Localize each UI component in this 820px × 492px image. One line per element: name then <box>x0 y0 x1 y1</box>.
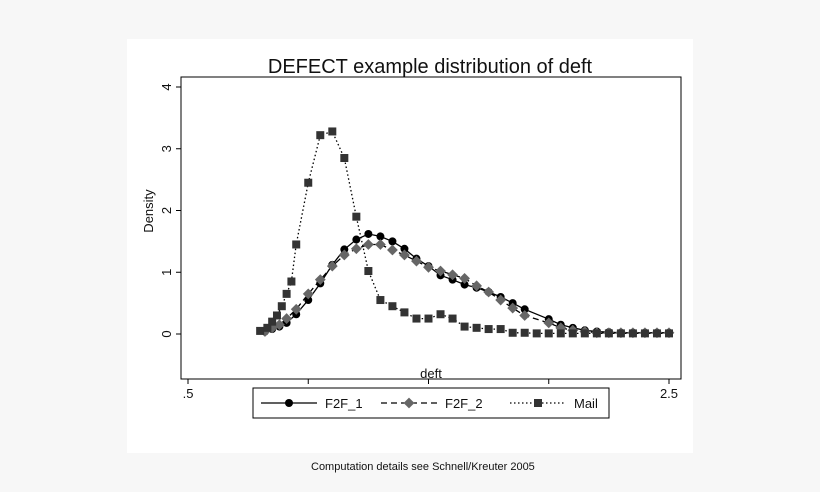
data-point-mail <box>448 314 457 323</box>
data-point-mail <box>340 154 349 163</box>
data-point-f2f-1 <box>364 229 373 238</box>
data-point-f2f-2 <box>411 255 422 267</box>
y-tick-label: 0 <box>159 330 174 337</box>
data-point-mail <box>484 325 493 334</box>
legend: F2F_1 F2F_2 Mail <box>261 396 598 411</box>
data-point-f2f-2 <box>483 286 495 298</box>
data-point-f2f-1 <box>352 235 361 244</box>
legend-marker-f2f-1 <box>285 399 293 407</box>
data-point-mail <box>424 314 433 323</box>
legend-label-mail: Mail <box>574 396 598 411</box>
y-tick-label: 4 <box>159 83 174 90</box>
data-point-mail <box>400 308 409 317</box>
data-point-f2f-1 <box>520 305 529 314</box>
data-point-f2f-1 <box>400 244 409 253</box>
data-point-mail <box>352 212 361 221</box>
legend-label-f2f-1: F2F_1 <box>325 396 363 411</box>
legend-item-f2f-2: F2F_2 <box>381 396 483 411</box>
chart-svg: DEFECT example distribution of deft .511… <box>141 56 682 419</box>
data-point-mail <box>604 329 613 338</box>
data-point-f2f-2 <box>519 310 531 321</box>
x-axis-label: deft <box>420 366 442 381</box>
data-point-mail <box>652 329 661 338</box>
data-point-mail <box>263 323 272 332</box>
legend-item-mail: Mail <box>510 396 598 411</box>
data-point-mail <box>520 328 529 337</box>
data-point-f2f-2 <box>507 302 519 314</box>
series-layer <box>256 127 675 339</box>
data-point-mail <box>532 329 541 338</box>
data-point-f2f-2 <box>290 303 302 315</box>
data-point-mail <box>277 302 286 311</box>
x-tick-label: .5 <box>183 386 194 401</box>
data-point-mail <box>472 323 481 332</box>
data-point-mail <box>628 329 637 338</box>
chart-figure: DEFECT example distribution of deft .511… <box>127 39 693 473</box>
data-point-f2f-2 <box>543 317 555 329</box>
data-point-mail <box>287 277 296 286</box>
data-point-mail <box>436 310 445 319</box>
data-point-f2f-2 <box>350 243 362 255</box>
legend-label-f2f-2: F2F_2 <box>445 396 483 411</box>
data-point-f2f-2 <box>314 274 326 286</box>
legend-marker-mail <box>534 399 542 407</box>
data-point-f2f-2 <box>375 239 386 250</box>
x-tick-label: 2.5 <box>660 386 678 401</box>
y-tick-label: 2 <box>159 207 174 214</box>
data-point-mail <box>272 311 281 320</box>
data-point-mail <box>616 329 625 338</box>
data-point-mail <box>640 329 649 338</box>
data-point-f2f-2 <box>338 249 350 261</box>
data-point-f2f-2 <box>435 265 446 277</box>
data-point-mail <box>376 296 385 305</box>
data-point-mail <box>508 328 517 337</box>
data-point-mail <box>665 329 673 338</box>
data-point-f2f-1 <box>376 232 385 241</box>
data-point-f2f-1 <box>304 296 313 305</box>
data-point-mail <box>460 322 469 331</box>
data-point-mail <box>256 326 265 335</box>
y-axis-label: Density <box>141 189 156 233</box>
legend-marker-f2f-2 <box>403 397 415 409</box>
data-point-f2f-1 <box>460 280 469 289</box>
data-point-f2f-2 <box>281 313 293 324</box>
data-point-mail <box>316 131 325 140</box>
data-point-mail <box>592 329 601 338</box>
data-point-mail <box>304 178 313 187</box>
data-point-f2f-2 <box>326 260 338 272</box>
legend-item-f2f-1: F2F_1 <box>261 396 363 411</box>
data-point-mail <box>412 314 421 323</box>
data-point-mail <box>556 329 565 338</box>
chart-title: DEFECT example distribution of deft <box>268 56 593 78</box>
data-point-mail <box>388 302 397 311</box>
data-point-mail <box>268 317 277 326</box>
data-point-f2f-1 <box>340 245 349 254</box>
data-point-f2f-2 <box>471 280 482 292</box>
data-point-f2f-2 <box>399 249 410 261</box>
series-mail <box>256 127 673 338</box>
data-point-mail <box>328 127 337 136</box>
footnote: Computation details see Schnell/Kreuter … <box>311 461 535 473</box>
series-line-mail <box>259 130 669 335</box>
data-point-mail <box>544 329 553 338</box>
data-point-mail <box>282 289 291 298</box>
data-point-mail <box>496 325 505 334</box>
data-point-f2f-2 <box>495 294 507 306</box>
data-point-mail <box>292 240 301 249</box>
data-point-f2f-1 <box>388 237 397 246</box>
data-point-f2f-2 <box>273 319 285 331</box>
data-point-mail <box>580 329 589 338</box>
data-point-f2f-2 <box>423 261 434 273</box>
data-point-mail <box>568 329 577 338</box>
data-point-f2f-2 <box>459 273 470 284</box>
data-point-f2f-2 <box>447 269 458 281</box>
data-point-f2f-2 <box>387 244 398 256</box>
y-tick-label: 1 <box>159 269 174 276</box>
y-tick-label: 3 <box>159 145 174 152</box>
data-point-mail <box>364 267 373 276</box>
